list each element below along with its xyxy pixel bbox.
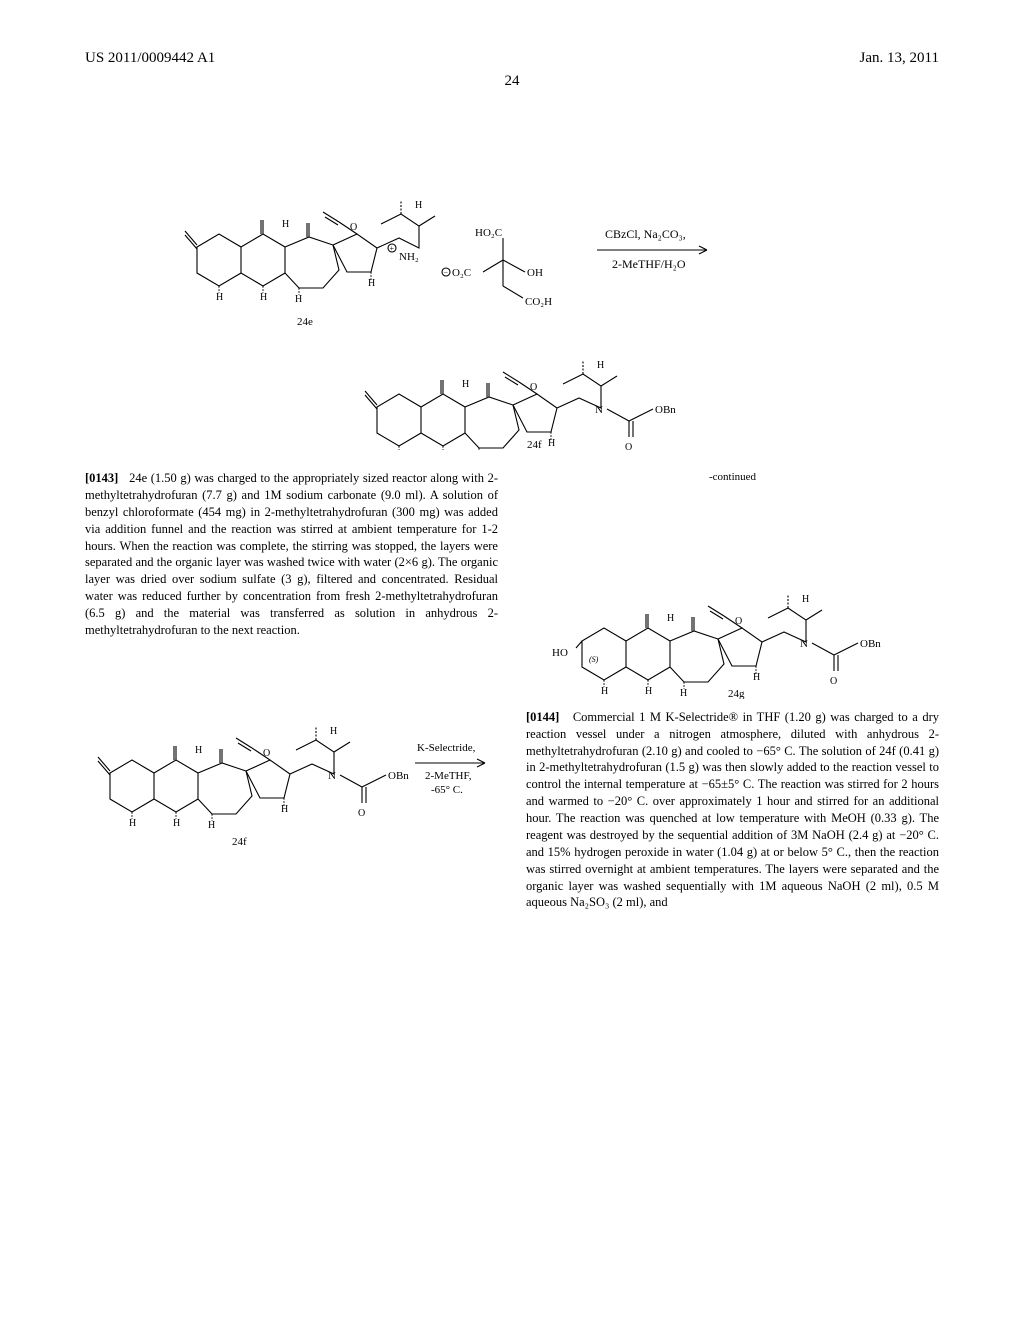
svg-text:2-MeTHF/H₂O: 2-MeTHF/H₂O	[612, 257, 686, 271]
left-column: [0143] 24e (1.50 g) was charged to the a…	[85, 470, 498, 919]
svg-text:H: H	[601, 686, 608, 697]
svg-text:O: O	[830, 676, 837, 687]
scheme-svg-right: HO (S) H H H	[533, 499, 933, 699]
svg-text:OBn: OBn	[655, 404, 676, 416]
svg-text:H: H	[330, 726, 337, 737]
svg-text:H: H	[216, 292, 223, 303]
label-24e: 24e	[297, 316, 313, 328]
svg-text:H: H	[129, 818, 136, 829]
svg-text:H: H	[680, 688, 687, 699]
publication-date: Jan. 13, 2011	[860, 50, 939, 67]
right-column: -continued HO (S) H	[526, 470, 939, 919]
svg-text:H: H	[645, 686, 652, 697]
svg-text:H: H	[295, 294, 302, 305]
svg-text:NH₂: NH₂	[399, 251, 419, 263]
svg-text:H: H	[260, 292, 267, 303]
label-24g: 24g	[728, 688, 745, 699]
svg-text:H: H	[208, 820, 215, 831]
svg-text:N: N	[800, 638, 808, 650]
svg-text:HO₂C: HO₂C	[475, 227, 502, 239]
svg-text:H: H	[597, 360, 604, 371]
scheme-svg-mid: H H H H O	[87, 653, 497, 853]
paragraph-0143: [0143] 24e (1.50 g) was charged to the a…	[85, 470, 498, 639]
reaction-scheme-24e-24f: H H H H O	[85, 120, 939, 450]
svg-text:CO₂H: CO₂H	[525, 296, 552, 308]
patent-number: US 2011/0009442 A1	[85, 50, 215, 67]
reaction-scheme-24f-kselectride: H H H H O	[85, 653, 498, 853]
two-column-body: [0143] 24e (1.50 g) was charged to the a…	[85, 470, 939, 919]
svg-text:H: H	[281, 804, 288, 815]
svg-text:O: O	[358, 808, 365, 819]
para-num-0143: [0143]	[85, 471, 118, 485]
svg-text:OBn: OBn	[388, 770, 409, 782]
svg-text:H: H	[462, 379, 469, 390]
svg-text:H: H	[195, 745, 202, 756]
svg-text:H: H	[548, 438, 555, 449]
svg-text:H: H	[173, 818, 180, 829]
page-number: 24	[85, 73, 939, 90]
svg-text:N: N	[595, 404, 603, 416]
svg-text:+: +	[390, 244, 395, 253]
svg-text:H: H	[368, 278, 375, 289]
svg-text:HO: HO	[552, 647, 568, 659]
scheme-svg-top: H H H H O	[147, 120, 877, 450]
svg-text:-65° C.: -65° C.	[431, 784, 463, 796]
paragraph-0144: [0144] Commercial 1 M K-Selectride® in T…	[526, 709, 939, 912]
label-24f-top: 24f	[527, 439, 542, 450]
svg-text:2-MeTHF,: 2-MeTHF,	[425, 770, 472, 782]
svg-text:OBn: OBn	[860, 638, 881, 650]
svg-text:H: H	[753, 672, 760, 683]
page-header: US 2011/0009442 A1 Jan. 13, 2011	[85, 50, 939, 67]
svg-text:H: H	[415, 200, 422, 211]
svg-text:K-Selectride,: K-Selectride,	[417, 742, 476, 754]
patent-page: US 2011/0009442 A1 Jan. 13, 2011 24 H H	[0, 0, 1024, 1320]
reaction-scheme-24g: HO (S) H H H	[526, 499, 939, 699]
svg-text:(S): (S)	[589, 655, 599, 664]
svg-text:H: H	[282, 219, 289, 230]
svg-text:O: O	[625, 442, 632, 450]
continued-label: -continued	[526, 470, 939, 485]
svg-text:CBzCl, Na₂CO₃,: CBzCl, Na₂CO₃,	[605, 227, 686, 241]
svg-text:OH: OH	[527, 267, 543, 279]
svg-text:−: −	[444, 268, 449, 277]
para-text-0144: Commercial 1 M K-Selectride® in THF (1.2…	[526, 710, 939, 910]
svg-text:N: N	[328, 770, 336, 782]
para-text-0143: 24e (1.50 g) was charged to the appropri…	[85, 471, 498, 637]
para-num-0144: [0144]	[526, 710, 559, 724]
label-24f-mid: 24f	[232, 836, 247, 848]
svg-text:O₂C: O₂C	[452, 267, 471, 279]
svg-text:H: H	[802, 594, 809, 605]
svg-text:H: H	[667, 613, 674, 624]
